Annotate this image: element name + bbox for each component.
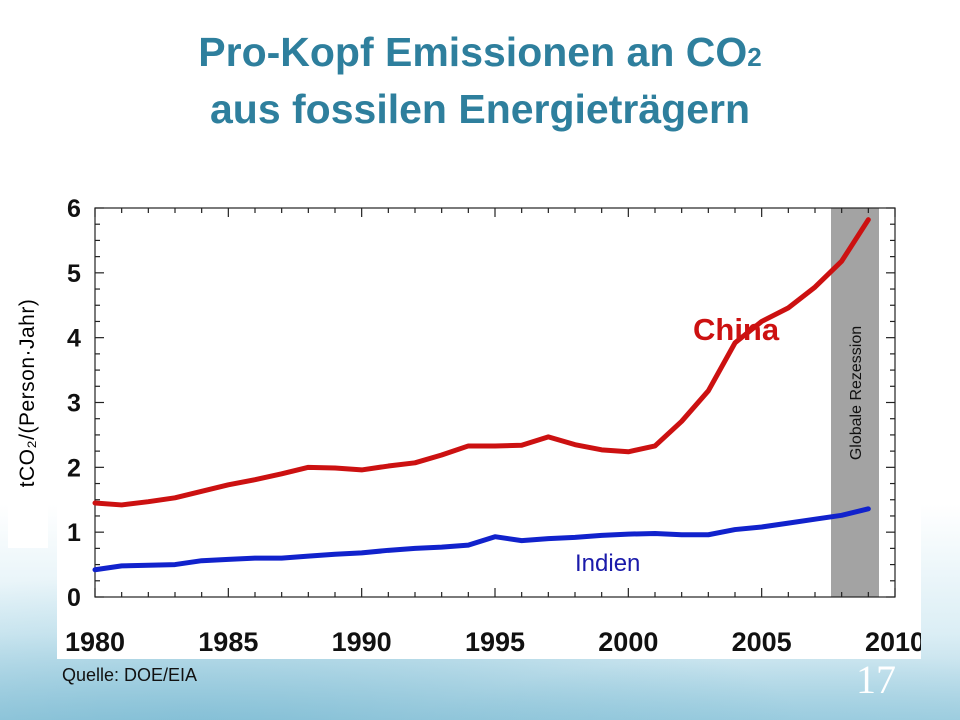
data-point-china bbox=[786, 306, 790, 310]
data-point-indien bbox=[386, 548, 390, 552]
data-point-china bbox=[253, 478, 257, 482]
data-point-indien bbox=[253, 556, 257, 560]
data-point-china bbox=[280, 472, 284, 476]
data-point-indien bbox=[600, 533, 604, 537]
data-point-indien bbox=[466, 543, 470, 547]
data-point-indien bbox=[440, 545, 444, 549]
data-point-china bbox=[413, 461, 417, 465]
x-tick-label: 2005 bbox=[732, 627, 792, 657]
x-tick-label: 2010 bbox=[865, 627, 921, 657]
y-axis-label: tCO₂/(Person·Jahr) bbox=[16, 298, 39, 488]
data-point-china bbox=[520, 443, 524, 447]
data-point-china bbox=[626, 450, 630, 454]
data-point-indien bbox=[706, 533, 710, 537]
data-point-indien bbox=[493, 535, 497, 539]
y-tick-label: 5 bbox=[67, 260, 81, 288]
data-point-china bbox=[306, 465, 310, 469]
data-point-indien bbox=[333, 552, 337, 556]
slide-title: Pro-Kopf Emissionen an CO2 aus fossilen … bbox=[0, 26, 960, 135]
data-point-indien bbox=[146, 563, 150, 567]
data-point-china bbox=[760, 319, 764, 323]
data-point-china bbox=[360, 468, 364, 472]
data-point-china bbox=[600, 448, 604, 452]
recession-label: Globale Rezession bbox=[848, 326, 865, 460]
data-point-china bbox=[706, 389, 710, 393]
data-point-china bbox=[840, 259, 844, 263]
data-point-china bbox=[93, 501, 97, 505]
data-point-indien bbox=[226, 557, 230, 561]
data-point-indien bbox=[866, 507, 870, 511]
data-point-china bbox=[546, 435, 550, 439]
data-point-indien bbox=[200, 559, 204, 563]
data-point-china bbox=[733, 341, 737, 345]
x-tick-label: 2000 bbox=[598, 627, 658, 657]
recession-shading bbox=[831, 208, 879, 597]
title-subscript: 2 bbox=[747, 42, 762, 72]
x-tick-label: 1995 bbox=[465, 627, 525, 657]
y-tick-label: 4 bbox=[67, 325, 81, 353]
x-tick-label: 1980 bbox=[65, 627, 125, 657]
source-note: Quelle: DOE/EIA bbox=[62, 665, 198, 685]
chart-panel: Globale Rezession 1980 1985 1990 1995 2000 200… bbox=[57, 183, 921, 659]
data-point-china bbox=[173, 496, 177, 500]
indien-label: Indien bbox=[575, 550, 640, 577]
data-point-china bbox=[200, 489, 204, 493]
series-line-china bbox=[92, 217, 871, 508]
data-point-china bbox=[653, 444, 657, 448]
data-point-china bbox=[466, 444, 470, 448]
data-point-indien bbox=[93, 568, 97, 572]
title-line-2: aus fossilen Energieträgern bbox=[209, 86, 750, 132]
data-point-china bbox=[226, 483, 230, 487]
data-point-indien bbox=[733, 528, 737, 532]
y-tick-label: 0 bbox=[67, 584, 81, 612]
data-point-indien bbox=[360, 551, 364, 555]
data-point-indien bbox=[840, 513, 844, 517]
data-point-china bbox=[813, 285, 817, 289]
data-point-indien bbox=[786, 521, 790, 525]
data-point-china bbox=[573, 443, 577, 447]
data-point-indien bbox=[280, 556, 284, 560]
data-point-indien bbox=[520, 539, 524, 543]
y-tick-label: 1 bbox=[67, 519, 81, 547]
data-point-indien bbox=[573, 535, 577, 539]
x-tick-label: 1990 bbox=[332, 627, 392, 657]
y-tick-label: 3 bbox=[67, 390, 81, 418]
china-label: China bbox=[693, 312, 780, 347]
data-point-indien bbox=[546, 537, 550, 541]
series-line-indien bbox=[92, 506, 871, 573]
data-point-indien bbox=[173, 563, 177, 567]
data-point-china bbox=[493, 444, 497, 448]
data-point-china bbox=[146, 500, 150, 504]
data-point-indien bbox=[813, 517, 817, 521]
y-tick-label: 6 bbox=[67, 195, 81, 223]
title-line-1: Pro-Kopf Emissionen an CO bbox=[198, 29, 748, 75]
y-tick-label: 2 bbox=[67, 454, 81, 482]
data-point-china bbox=[386, 464, 390, 468]
data-point-indien bbox=[680, 533, 684, 537]
data-point-china bbox=[333, 466, 337, 470]
y-axis-label-box bbox=[8, 238, 48, 548]
x-tick-label: 1985 bbox=[198, 627, 258, 657]
emissions-chart: Globale Rezession 1980 1985 1990 1995 2000 200… bbox=[65, 195, 921, 657]
data-point-indien bbox=[306, 554, 310, 558]
data-point-indien bbox=[626, 532, 630, 536]
data-point-indien bbox=[413, 546, 417, 550]
page-number: 17 bbox=[856, 657, 896, 702]
data-point-indien bbox=[653, 531, 657, 535]
data-point-china bbox=[440, 453, 444, 457]
indien-label-box bbox=[570, 543, 705, 586]
data-point-indien bbox=[120, 564, 124, 568]
data-point-china bbox=[680, 419, 684, 423]
data-point-indien bbox=[760, 525, 764, 529]
data-point-china bbox=[866, 218, 870, 222]
data-point-china bbox=[120, 503, 124, 507]
